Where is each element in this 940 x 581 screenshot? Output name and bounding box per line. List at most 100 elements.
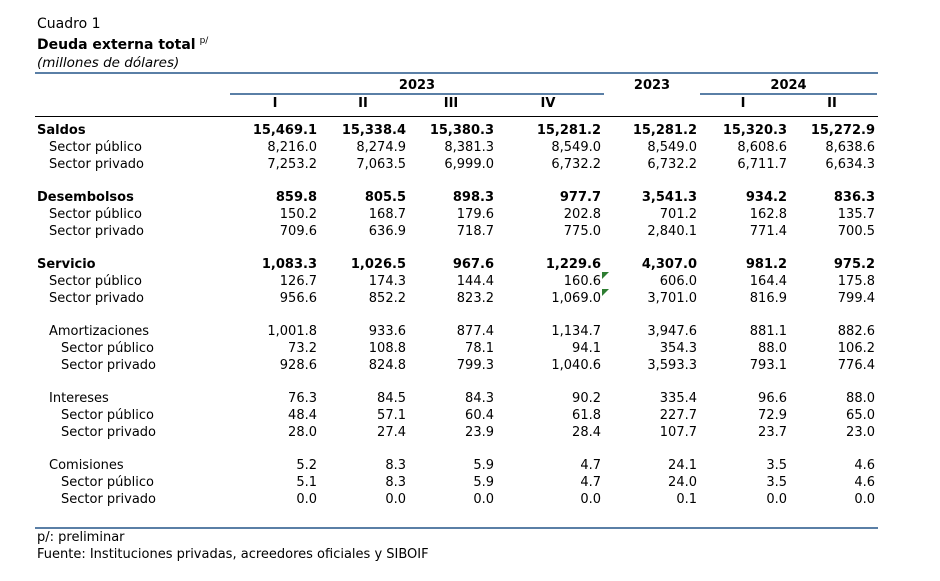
table-cell: 5.1	[296, 475, 317, 490]
cell-marker-icon	[602, 289, 609, 296]
table-cell: 94.1	[572, 341, 601, 356]
table-cell: 1,026.5	[350, 257, 406, 272]
table-cell: 23.9	[465, 425, 494, 440]
table-cell: 15,281.2	[536, 123, 601, 138]
row-label: Saldos	[37, 123, 86, 138]
table-cell: 106.2	[837, 341, 875, 356]
table-cell: 933.6	[368, 324, 406, 339]
footnote-source: Fuente: Instituciones privadas, acreedor…	[37, 547, 429, 562]
table-cell: 15,272.9	[810, 123, 875, 138]
col-annual-2023: 2023	[633, 78, 671, 93]
table-cell: 5.9	[473, 458, 494, 473]
top-rule	[35, 72, 878, 74]
table-cell: 4.6	[854, 475, 875, 490]
header-bottom-rule	[35, 116, 878, 117]
table-cell: 0.0	[473, 492, 494, 507]
table-cell: 799.4	[837, 291, 875, 306]
table-cell: 65.0	[846, 408, 875, 423]
table-cell: 72.9	[758, 408, 787, 423]
table-cell: 28.4	[572, 425, 601, 440]
table-cell: 8,549.0	[647, 140, 697, 155]
col-2023-q3: III	[443, 96, 459, 111]
table-number: Cuadro 1	[37, 16, 101, 32]
table-cell: 61.8	[572, 408, 601, 423]
table-cell: 3.5	[766, 475, 787, 490]
col-2023-q4: IV	[540, 96, 556, 111]
row-label: Sector privado	[49, 291, 144, 306]
table-cell: 934.2	[745, 190, 787, 205]
table-cell: 0.0	[296, 492, 317, 507]
table-cell: 164.4	[749, 274, 787, 289]
row-label: Intereses	[49, 391, 109, 406]
table-cell: 108.8	[368, 341, 406, 356]
table-cell: 718.7	[456, 224, 494, 239]
table-cell: 6,711.7	[737, 157, 787, 172]
row-label: Sector público	[61, 341, 154, 356]
table-cell: 852.2	[368, 291, 406, 306]
table-cell: 160.6	[563, 274, 601, 289]
table-cell: 1,229.6	[545, 257, 601, 272]
table-cell: 174.3	[368, 274, 406, 289]
col-2023-q2: II	[358, 96, 368, 111]
table-cell: 2,840.1	[647, 224, 697, 239]
table-cell: 162.8	[749, 207, 787, 222]
table-cell: 636.9	[368, 224, 406, 239]
table-cell: 3,541.3	[641, 190, 697, 205]
table-cell: 96.6	[758, 391, 787, 406]
table-cell: 126.7	[279, 274, 317, 289]
table-title: Deuda externa total p/	[37, 36, 208, 53]
table-cell: 823.2	[456, 291, 494, 306]
preliminary-marker: p/	[199, 36, 209, 46]
table-cell: 6,732.2	[647, 157, 697, 172]
table-cell: 6,732.2	[551, 157, 601, 172]
table-cell: 76.3	[288, 391, 317, 406]
table-cell: 8,381.3	[444, 140, 494, 155]
table-cell: 3,701.0	[647, 291, 697, 306]
table-cell: 84.3	[465, 391, 494, 406]
table-cell: 8,608.6	[737, 140, 787, 155]
row-label: Comisiones	[49, 458, 124, 473]
row-label: Amortizaciones	[49, 324, 150, 339]
table-cell: 107.7	[659, 425, 697, 440]
cell-marker-icon	[602, 272, 609, 279]
row-label: Servicio	[37, 257, 96, 272]
table-cell: 799.3	[456, 358, 494, 373]
table-cell: 24.0	[668, 475, 697, 490]
table-cell: 877.4	[456, 324, 494, 339]
col-2024-q1: I	[740, 96, 746, 111]
row-label: Sector privado	[61, 425, 156, 440]
table-cell: 5.2	[296, 458, 317, 473]
table-cell: 956.6	[279, 291, 317, 306]
table-cell: 175.8	[837, 274, 875, 289]
col-2024-q2: II	[827, 96, 837, 111]
table-cell: 15,338.4	[341, 123, 406, 138]
table-cell: 967.6	[452, 257, 494, 272]
table-cell: 606.0	[659, 274, 697, 289]
table-cell: 981.2	[745, 257, 787, 272]
table-cell: 88.0	[758, 341, 787, 356]
table-cell: 1,134.7	[551, 324, 601, 339]
table-cell: 135.7	[837, 207, 875, 222]
table-cell: 0.0	[766, 492, 787, 507]
col-group-2023: 2023	[398, 78, 436, 93]
table-cell: 7,253.2	[267, 157, 317, 172]
table-cell: 8,274.9	[356, 140, 406, 155]
table-cell: 4,307.0	[641, 257, 697, 272]
table-cell: 816.9	[749, 291, 787, 306]
table-cell: 150.2	[279, 207, 317, 222]
table-cell: 15,320.3	[722, 123, 787, 138]
table-cell: 8,638.6	[825, 140, 875, 155]
table-cell: 179.6	[456, 207, 494, 222]
bottom-rule	[35, 527, 878, 529]
row-label: Sector público	[49, 207, 142, 222]
table-cell: 1,083.3	[261, 257, 317, 272]
table-cell: 15,469.1	[252, 123, 317, 138]
table-cell: 701.2	[659, 207, 697, 222]
table-cell: 898.3	[452, 190, 494, 205]
table-cell: 73.2	[288, 341, 317, 356]
table-cell: 27.4	[377, 425, 406, 440]
table-cell: 793.1	[749, 358, 787, 373]
table-cell: 168.7	[368, 207, 406, 222]
col-group-2024: 2024	[770, 78, 807, 93]
table-cell: 48.4	[288, 408, 317, 423]
